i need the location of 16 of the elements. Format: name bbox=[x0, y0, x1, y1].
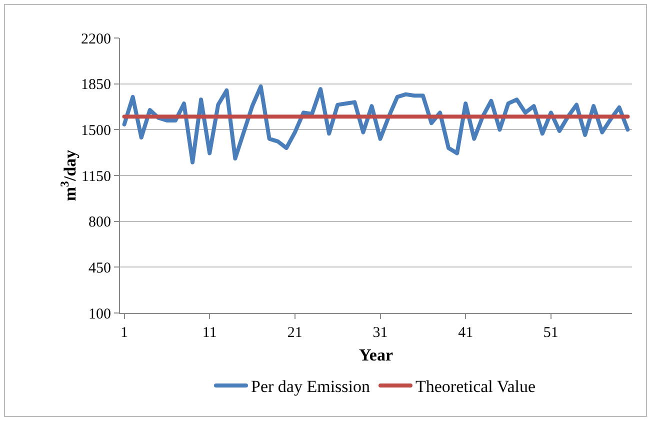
x-tick-label: 41 bbox=[458, 325, 474, 341]
y-tick-label: 450 bbox=[88, 260, 111, 276]
x-tick-label: 1 bbox=[120, 325, 128, 341]
y-tick-label: 1850 bbox=[81, 77, 111, 94]
legend-label: Per day Emission bbox=[251, 377, 370, 396]
y-tick-label: 1150 bbox=[82, 168, 111, 185]
x-tick-label: 11 bbox=[202, 325, 217, 341]
y-tick-label: 2200 bbox=[81, 31, 111, 48]
y-tick-label: 800 bbox=[88, 214, 111, 231]
x-tick-label: 31 bbox=[372, 325, 388, 341]
x-axis-title: Year bbox=[359, 345, 394, 364]
legend-label: Theoretical Value bbox=[415, 377, 536, 396]
x-tick-label: 21 bbox=[287, 325, 302, 341]
y-tick-label: 100 bbox=[88, 306, 111, 322]
x-tick-label: 51 bbox=[543, 325, 558, 341]
y-tick-label: 1500 bbox=[81, 122, 111, 139]
